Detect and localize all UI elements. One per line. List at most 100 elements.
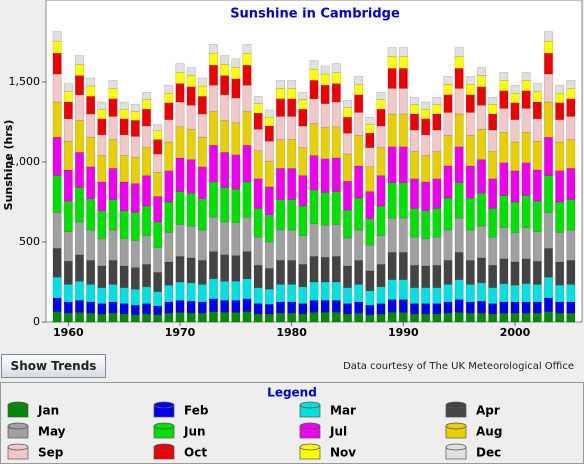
bar-segment [488,151,498,180]
bar-segment [499,301,509,314]
legend-icon-top [445,443,467,451]
bar-segment [253,303,263,315]
bar-segment [175,256,185,283]
bar-segment [164,170,174,203]
bar-segment [521,312,531,323]
bar-segment [142,235,151,265]
bar-segment [454,56,464,69]
bar-segment [52,73,62,103]
bar-segment [153,247,163,273]
bar-segment [287,98,297,117]
bar-segment [298,92,308,100]
bar-segment [97,303,107,315]
bar-segment [253,112,263,130]
bar-segment [555,170,565,203]
bar-segment [298,99,308,110]
bar-segment [287,80,297,89]
legend-label: Jan [37,404,59,418]
bar-segment [220,187,230,223]
legend-label: May [38,425,66,439]
bar-segment [164,301,174,314]
bar-segment [365,218,375,246]
bar-segment [477,67,486,76]
bar-segment [231,122,241,156]
bar-segment [521,108,531,133]
bar-segment [119,313,129,323]
bar-segment [454,88,464,115]
bar-segment [276,229,285,261]
bar-segment [164,232,174,263]
bar-segment [130,120,140,137]
bar-segment [86,96,96,115]
bar-segment [421,118,431,136]
bar-segment [421,101,431,110]
bar-segment [532,284,542,303]
bar-segment [387,252,397,280]
bar-segment [309,68,319,81]
bar-segment [555,141,565,172]
bar-segment [276,139,285,169]
bar-segment [142,99,151,110]
bar-segment [164,84,174,94]
bar-segment [387,182,397,219]
bar-segment [521,132,531,164]
bar-segment [75,280,84,301]
bar-segment [108,116,118,140]
bar-segment [521,72,531,81]
bar-segment [108,301,118,314]
bar-segment [63,231,73,262]
bar-segment [343,237,352,267]
legend-label: Dec [476,446,501,460]
y-tick-label: 1,000 [9,155,41,168]
bar-segment [555,301,565,314]
bar-segment [298,108,308,127]
bar-segment [253,208,263,238]
bar-segment [521,195,531,228]
bar-segment [175,300,185,313]
legend-label: Sep [38,446,64,460]
bar-segment [197,301,207,314]
bar-segment [566,88,576,100]
bar-segment [376,264,386,288]
bar-segment [142,125,151,148]
bar-segment [164,92,174,104]
bar-segment [276,301,285,314]
bar-segment [63,284,73,303]
bar-segment [86,166,96,200]
bar-segment [343,153,352,182]
bar-segment [52,311,62,323]
bar-segment [287,116,297,140]
bar-segment [63,169,73,202]
bar-segment [465,229,475,261]
bar-segment [477,159,486,194]
bar-segment [287,301,297,314]
bar-segment [164,119,174,143]
legend-label: Apr [476,404,500,418]
bar-segment [376,205,386,236]
bar-segment [343,313,352,323]
bar-segment [432,208,442,238]
bar-segment [499,162,509,196]
bar-segment [432,96,442,105]
bar-segment [376,147,386,176]
bar-segment [298,264,308,288]
bar-segment [108,80,118,89]
bar-segment [287,139,297,169]
bar-segment [97,287,107,304]
bar-segment [153,305,163,316]
bar-segment [52,297,62,312]
bar-segment [421,265,431,288]
bar-segment [242,216,252,252]
bar-segment [197,77,207,87]
bar-segment [320,158,330,193]
bar-segment [566,139,576,169]
bar-segment [197,312,207,323]
legend-icon-top [153,401,175,409]
bar-segment [119,303,129,315]
show-trends-button[interactable]: Show Trends [1,354,106,378]
bar-segment [119,108,129,120]
bar-segment [209,298,218,312]
bar-segment [410,236,419,266]
bar-segment [320,281,330,301]
